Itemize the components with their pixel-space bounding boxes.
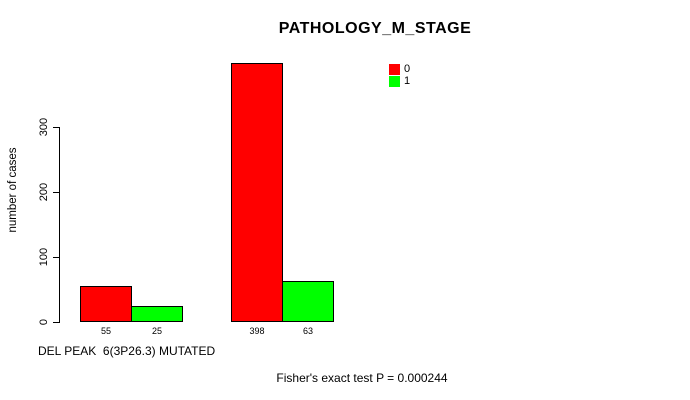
legend-label-0: 0 [404,63,411,75]
bar-series-1-group-1 [131,306,183,322]
y-axis-tick-label: 300 [38,117,50,137]
bar-value-label: 25 [151,326,162,336]
legend-item-1: 1 [389,76,410,87]
legend: 0 1 [389,64,410,87]
bar-series-1-group-2 [282,281,334,322]
y-axis-line [59,127,60,323]
footer-annotation: Fisher's exact test P = 0.000244 [276,371,448,385]
y-axis-tick-label: 0 [38,318,50,326]
legend-swatch-red-icon [389,64,400,75]
legend-swatch-green-icon [389,76,400,87]
y-axis-tick [53,127,59,128]
y-axis-tick [53,322,59,323]
y-axis-tick [53,257,59,258]
bar-value-label: 63 [302,326,313,336]
x-axis-title: DEL PEAK 6(3P26.3) MUTATED [38,344,216,358]
chart-title: PATHOLOGY_M_STAGE [278,20,472,37]
bar-series-0-group-2 [231,63,283,322]
y-axis-tick [53,192,59,193]
bar-value-label: 55 [100,326,111,336]
bar-series-0-group-1 [80,286,132,322]
legend-item-0: 0 [389,64,410,75]
legend-label-1: 1 [404,75,411,87]
y-axis-tick-label: 200 [38,182,50,202]
y-axis-tick-label: 100 [38,247,50,267]
bar-value-label: 398 [249,326,265,336]
y-axis-title: number of cases [7,147,19,233]
